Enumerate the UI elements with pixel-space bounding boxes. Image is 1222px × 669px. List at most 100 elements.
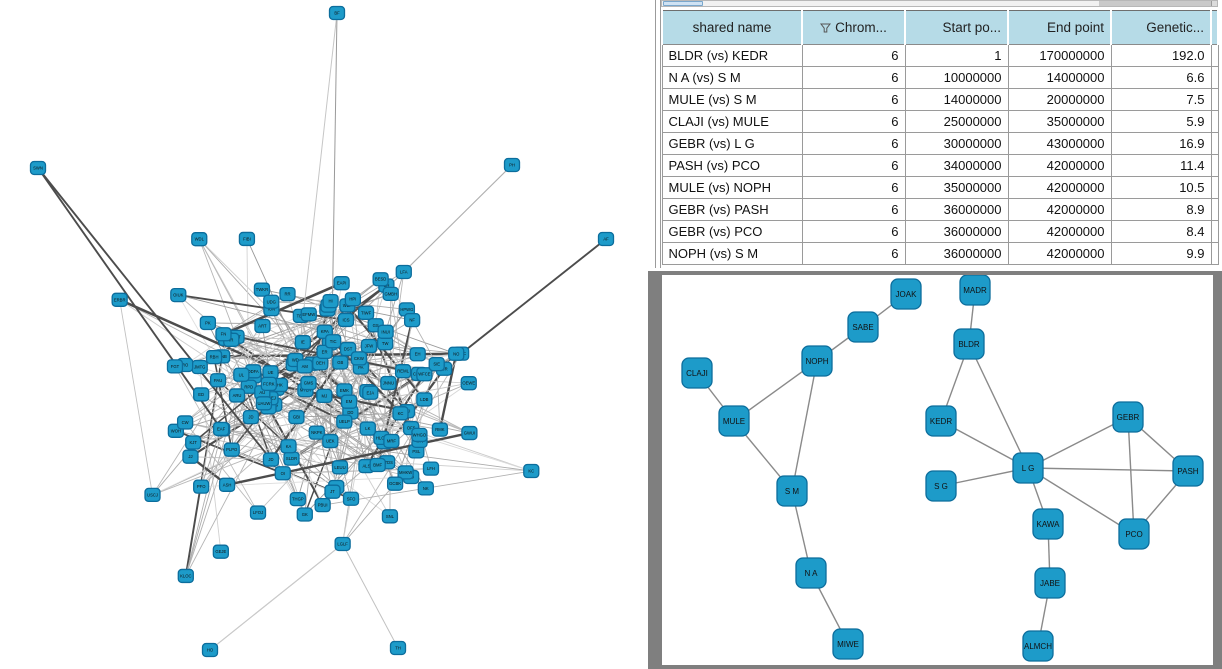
- cell-partial[interactable]: [1210, 88, 1219, 111]
- cell-chromosome[interactable]: 6: [801, 154, 906, 177]
- edge-L G-GEBR[interactable]: [1027, 416, 1129, 469]
- node-MADR[interactable]: [959, 274, 991, 306]
- edge-L G-PASH[interactable]: [1027, 467, 1189, 472]
- edge-NOPH-S M[interactable]: [791, 360, 818, 492]
- overview-node[interactable]: [300, 375, 317, 391]
- overview-network-canvas[interactable]: TIWFDGGEJERRTLFASFOPLPOGSCDKRJFWUEAJJCKA…: [0, 0, 650, 669]
- overview-node[interactable]: [280, 439, 297, 454]
- cell-start-point[interactable]: 34000000: [904, 154, 1009, 177]
- column-header-end-point[interactable]: End point: [1007, 10, 1112, 45]
- overview-node[interactable]: [460, 376, 477, 391]
- subnetwork-canvas[interactable]: JOAK MADR SABE BLDR NOPH CLAJI MULE KEDR GEBR L G…: [662, 274, 1213, 665]
- overview-node[interactable]: [395, 264, 412, 280]
- cell-shared-name[interactable]: NOPH (vs) S M: [661, 242, 803, 265]
- cell-genetic[interactable]: 8.4: [1110, 220, 1212, 243]
- overview-node[interactable]: [111, 292, 128, 307]
- edge[interactable]: [460, 238, 607, 355]
- cell-end-point[interactable]: 42000000: [1007, 242, 1112, 265]
- overview-node[interactable]: [392, 406, 409, 421]
- overview-node[interactable]: [212, 421, 230, 437]
- cell-shared-name[interactable]: MULE (vs) NOPH: [661, 176, 803, 199]
- edge[interactable]: [297, 432, 318, 500]
- overview-node[interactable]: [416, 392, 433, 407]
- edge[interactable]: [385, 271, 405, 332]
- cell-shared-name[interactable]: GEBR (vs) PCO: [661, 220, 803, 243]
- cell-chromosome[interactable]: 6: [801, 220, 906, 243]
- node-S-M[interactable]: [776, 475, 808, 507]
- overview-node[interactable]: [431, 422, 449, 437]
- cell-end-point[interactable]: 43000000: [1007, 132, 1112, 155]
- table-row[interactable]: BLDR (vs) KEDR 6 1 170000000 192.0: [661, 44, 1219, 67]
- overview-node[interactable]: [314, 497, 331, 513]
- node-L-G[interactable]: [1012, 452, 1044, 484]
- overview-node[interactable]: [253, 282, 271, 297]
- column-header-genetic[interactable]: Genetic...: [1110, 10, 1212, 45]
- overview-node[interactable]: [249, 505, 267, 520]
- overview-node[interactable]: [300, 307, 317, 322]
- edge[interactable]: [174, 366, 259, 513]
- overview-node[interactable]: [359, 421, 376, 436]
- edge[interactable]: [387, 461, 532, 472]
- cell-start-point[interactable]: 1: [904, 44, 1009, 67]
- cell-genetic[interactable]: 10.5: [1110, 176, 1212, 199]
- cell-start-point[interactable]: 35000000: [904, 176, 1009, 199]
- cell-genetic[interactable]: 9.9: [1110, 242, 1212, 265]
- overview-node[interactable]: [344, 292, 362, 307]
- cell-chromosome[interactable]: 6: [801, 176, 906, 199]
- overview-node[interactable]: [185, 435, 202, 450]
- overview-node[interactable]: [29, 160, 47, 176]
- cell-end-point[interactable]: 170000000: [1007, 44, 1112, 67]
- cell-start-point[interactable]: 30000000: [904, 132, 1009, 155]
- overview-node[interactable]: [316, 388, 333, 404]
- overview-node[interactable]: [242, 409, 260, 425]
- edge[interactable]: [342, 483, 396, 545]
- cell-partial[interactable]: [1210, 198, 1219, 221]
- overview-node[interactable]: [422, 461, 440, 476]
- overview-node[interactable]: [369, 457, 386, 473]
- overview-node[interactable]: [308, 425, 325, 440]
- edge[interactable]: [342, 543, 399, 649]
- overview-node[interactable]: [322, 293, 339, 309]
- overview-node[interactable]: [296, 359, 313, 374]
- overview-node[interactable]: [255, 396, 273, 411]
- node-NOPH[interactable]: [801, 345, 833, 377]
- edge-L G-PCO[interactable]: [1027, 467, 1135, 535]
- overview-node[interactable]: [238, 231, 256, 247]
- overview-node[interactable]: [233, 367, 250, 382]
- table-row[interactable]: PASH (vs) PCO 6 34000000 42000000 11.4: [661, 154, 1219, 177]
- overview-node[interactable]: [260, 376, 277, 392]
- overview-node[interactable]: [294, 335, 311, 350]
- edge[interactable]: [304, 412, 401, 515]
- edge[interactable]: [436, 364, 441, 430]
- edge[interactable]: [226, 431, 470, 486]
- node-PCO[interactable]: [1118, 518, 1150, 550]
- overview-node[interactable]: [182, 449, 199, 464]
- node-BLDR[interactable]: [953, 328, 985, 360]
- cell-shared-name[interactable]: CLAJI (vs) MULE: [661, 110, 803, 133]
- overview-node[interactable]: [166, 359, 184, 374]
- edge[interactable]: [37, 167, 272, 461]
- overview-node[interactable]: [254, 318, 271, 334]
- overview-node[interactable]: [215, 327, 232, 342]
- edge[interactable]: [403, 164, 513, 273]
- overview-node[interactable]: [263, 294, 280, 309]
- overview-node[interactable]: [448, 346, 465, 361]
- overview-node[interactable]: [279, 286, 296, 302]
- cell-end-point[interactable]: 20000000: [1007, 88, 1112, 111]
- overview-node[interactable]: [322, 433, 339, 449]
- cell-end-point[interactable]: 14000000: [1007, 66, 1112, 89]
- edge[interactable]: [287, 12, 338, 447]
- overview-node[interactable]: [350, 351, 368, 366]
- overview-node[interactable]: [328, 5, 346, 21]
- cell-partial[interactable]: [1210, 66, 1219, 89]
- edge[interactable]: [37, 167, 222, 430]
- edge[interactable]: [346, 304, 426, 401]
- edge[interactable]: [200, 394, 352, 500]
- edge[interactable]: [411, 319, 438, 365]
- overview-node[interactable]: [193, 479, 210, 494]
- column-header-chromosome[interactable]: Chrom...: [801, 10, 906, 45]
- overview-node[interactable]: [381, 509, 399, 524]
- node-ALMCH[interactable]: [1022, 630, 1054, 662]
- table-row[interactable]: NOPH (vs) S M 6 36000000 42000000 9.9: [661, 242, 1219, 265]
- overview-node[interactable]: [383, 433, 400, 449]
